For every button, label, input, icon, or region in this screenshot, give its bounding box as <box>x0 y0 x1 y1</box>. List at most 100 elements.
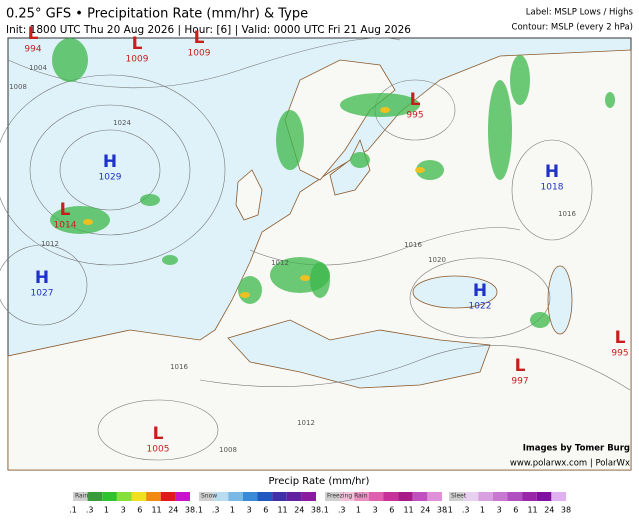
isobar-label: 1016 <box>170 363 188 371</box>
color-swatch <box>536 492 552 501</box>
color-swatch <box>463 492 479 501</box>
color-swatch <box>286 492 302 501</box>
color-swatch <box>175 492 190 501</box>
legend-tick: .3 <box>86 506 94 515</box>
mediterranean <box>227 319 491 389</box>
legend-title: Precip Rate (mm/hr) <box>269 476 370 487</box>
color-swatch <box>131 492 147 501</box>
precip-area <box>162 255 178 265</box>
color-swatch <box>383 492 399 501</box>
legend-tick: 1 <box>480 506 485 515</box>
isobar-label: 1004 <box>29 64 47 72</box>
pressure-letter: H <box>103 152 117 172</box>
color-swatch <box>339 492 355 501</box>
pressure-letter: L <box>28 24 39 44</box>
precip-core <box>300 275 310 281</box>
legend-tick: 6 <box>513 506 518 515</box>
pressure-letter: L <box>60 200 71 220</box>
color-swatch <box>301 492 316 501</box>
pressure-value: 997 <box>511 377 528 387</box>
precip-core <box>83 219 93 225</box>
precip-area <box>416 160 444 180</box>
isobar-label: 1024 <box>113 119 131 127</box>
legend-tick: 6 <box>389 506 394 515</box>
color-swatch <box>272 492 287 501</box>
isobar <box>59 129 161 211</box>
precip-area <box>140 194 160 206</box>
precip-area <box>350 152 370 168</box>
isobar <box>0 244 88 326</box>
legend-tick: 3 <box>497 506 502 515</box>
legend-tick: 1 <box>230 506 235 515</box>
isobar-label: 1008 <box>9 83 27 91</box>
isobar <box>29 104 191 236</box>
isobar <box>199 345 631 391</box>
pressure-value: 1005 <box>147 445 170 455</box>
isobar <box>511 139 593 241</box>
color-swatch <box>398 492 413 501</box>
legend-group-label: Rain <box>75 493 88 500</box>
color-swatch <box>492 492 508 501</box>
isobar-label: 1012 <box>271 259 289 267</box>
color-swatch <box>73 492 88 501</box>
color-swatch <box>228 492 243 501</box>
color-swatch <box>160 492 176 501</box>
pressure-value: 995 <box>611 349 628 359</box>
isobar-label: 1016 <box>404 241 422 249</box>
precip-core <box>380 107 390 113</box>
precip-area <box>510 55 530 105</box>
legend-tick: .1 <box>195 506 203 515</box>
black-sea <box>412 275 498 309</box>
pressure-value: 1009 <box>126 55 149 65</box>
color-swatch <box>146 492 161 501</box>
legend-tick: 24 <box>168 506 178 515</box>
color-swatch <box>551 492 566 501</box>
init-line: Init: 1800 UTC Thu 20 Aug 2026 | Hour: [… <box>6 24 411 36</box>
precip-area <box>52 38 88 82</box>
pressure-value: 1018 <box>541 183 564 193</box>
label-line: Label: MSLP Lows / Highs <box>526 8 634 18</box>
legend-tick: 11 <box>527 506 537 515</box>
legend-tick: 24 <box>420 506 430 515</box>
legend-tick: 24 <box>294 506 304 515</box>
legend-tick: 6 <box>263 506 268 515</box>
color-swatch <box>102 492 117 501</box>
legend-tick: .1 <box>69 506 77 515</box>
color-swatch <box>507 492 523 501</box>
color-swatch <box>449 492 464 501</box>
pressure-letter: L <box>194 28 205 48</box>
color-swatch <box>116 492 132 501</box>
precip-core <box>415 167 425 173</box>
isobar-label: 1012 <box>41 240 59 248</box>
color-swatch <box>478 492 493 501</box>
precip-area <box>488 80 512 180</box>
color-swatch <box>242 492 258 501</box>
pressure-letter: L <box>515 356 526 376</box>
precip-core <box>240 292 250 298</box>
legend-group-label: Freezing Rain <box>327 493 367 500</box>
precip-area <box>530 312 550 328</box>
pressure-letter: H <box>35 268 49 288</box>
color-swatch <box>368 492 384 501</box>
pressure-value: 1027 <box>31 289 54 299</box>
isobar <box>97 399 219 461</box>
isobars <box>0 37 631 461</box>
pressure-letter: L <box>153 424 164 444</box>
legend-tick: .3 <box>212 506 220 515</box>
legend-tick: .3 <box>462 506 470 515</box>
isobar <box>409 257 551 339</box>
precip-area <box>238 276 262 304</box>
color-swatch <box>412 492 428 501</box>
pressure-value: 994 <box>24 45 41 55</box>
pressure-value: 1009 <box>188 49 211 59</box>
legend-tick: 38 <box>311 506 321 515</box>
isobar-label: 1008 <box>219 446 237 454</box>
precip-area <box>50 206 110 234</box>
pressure-letter: H <box>545 162 559 182</box>
legend-tick: .1 <box>321 506 329 515</box>
pressure-value: 1014 <box>54 221 77 231</box>
isobar-label: 1012 <box>297 419 315 427</box>
legend-tick: 6 <box>137 506 142 515</box>
